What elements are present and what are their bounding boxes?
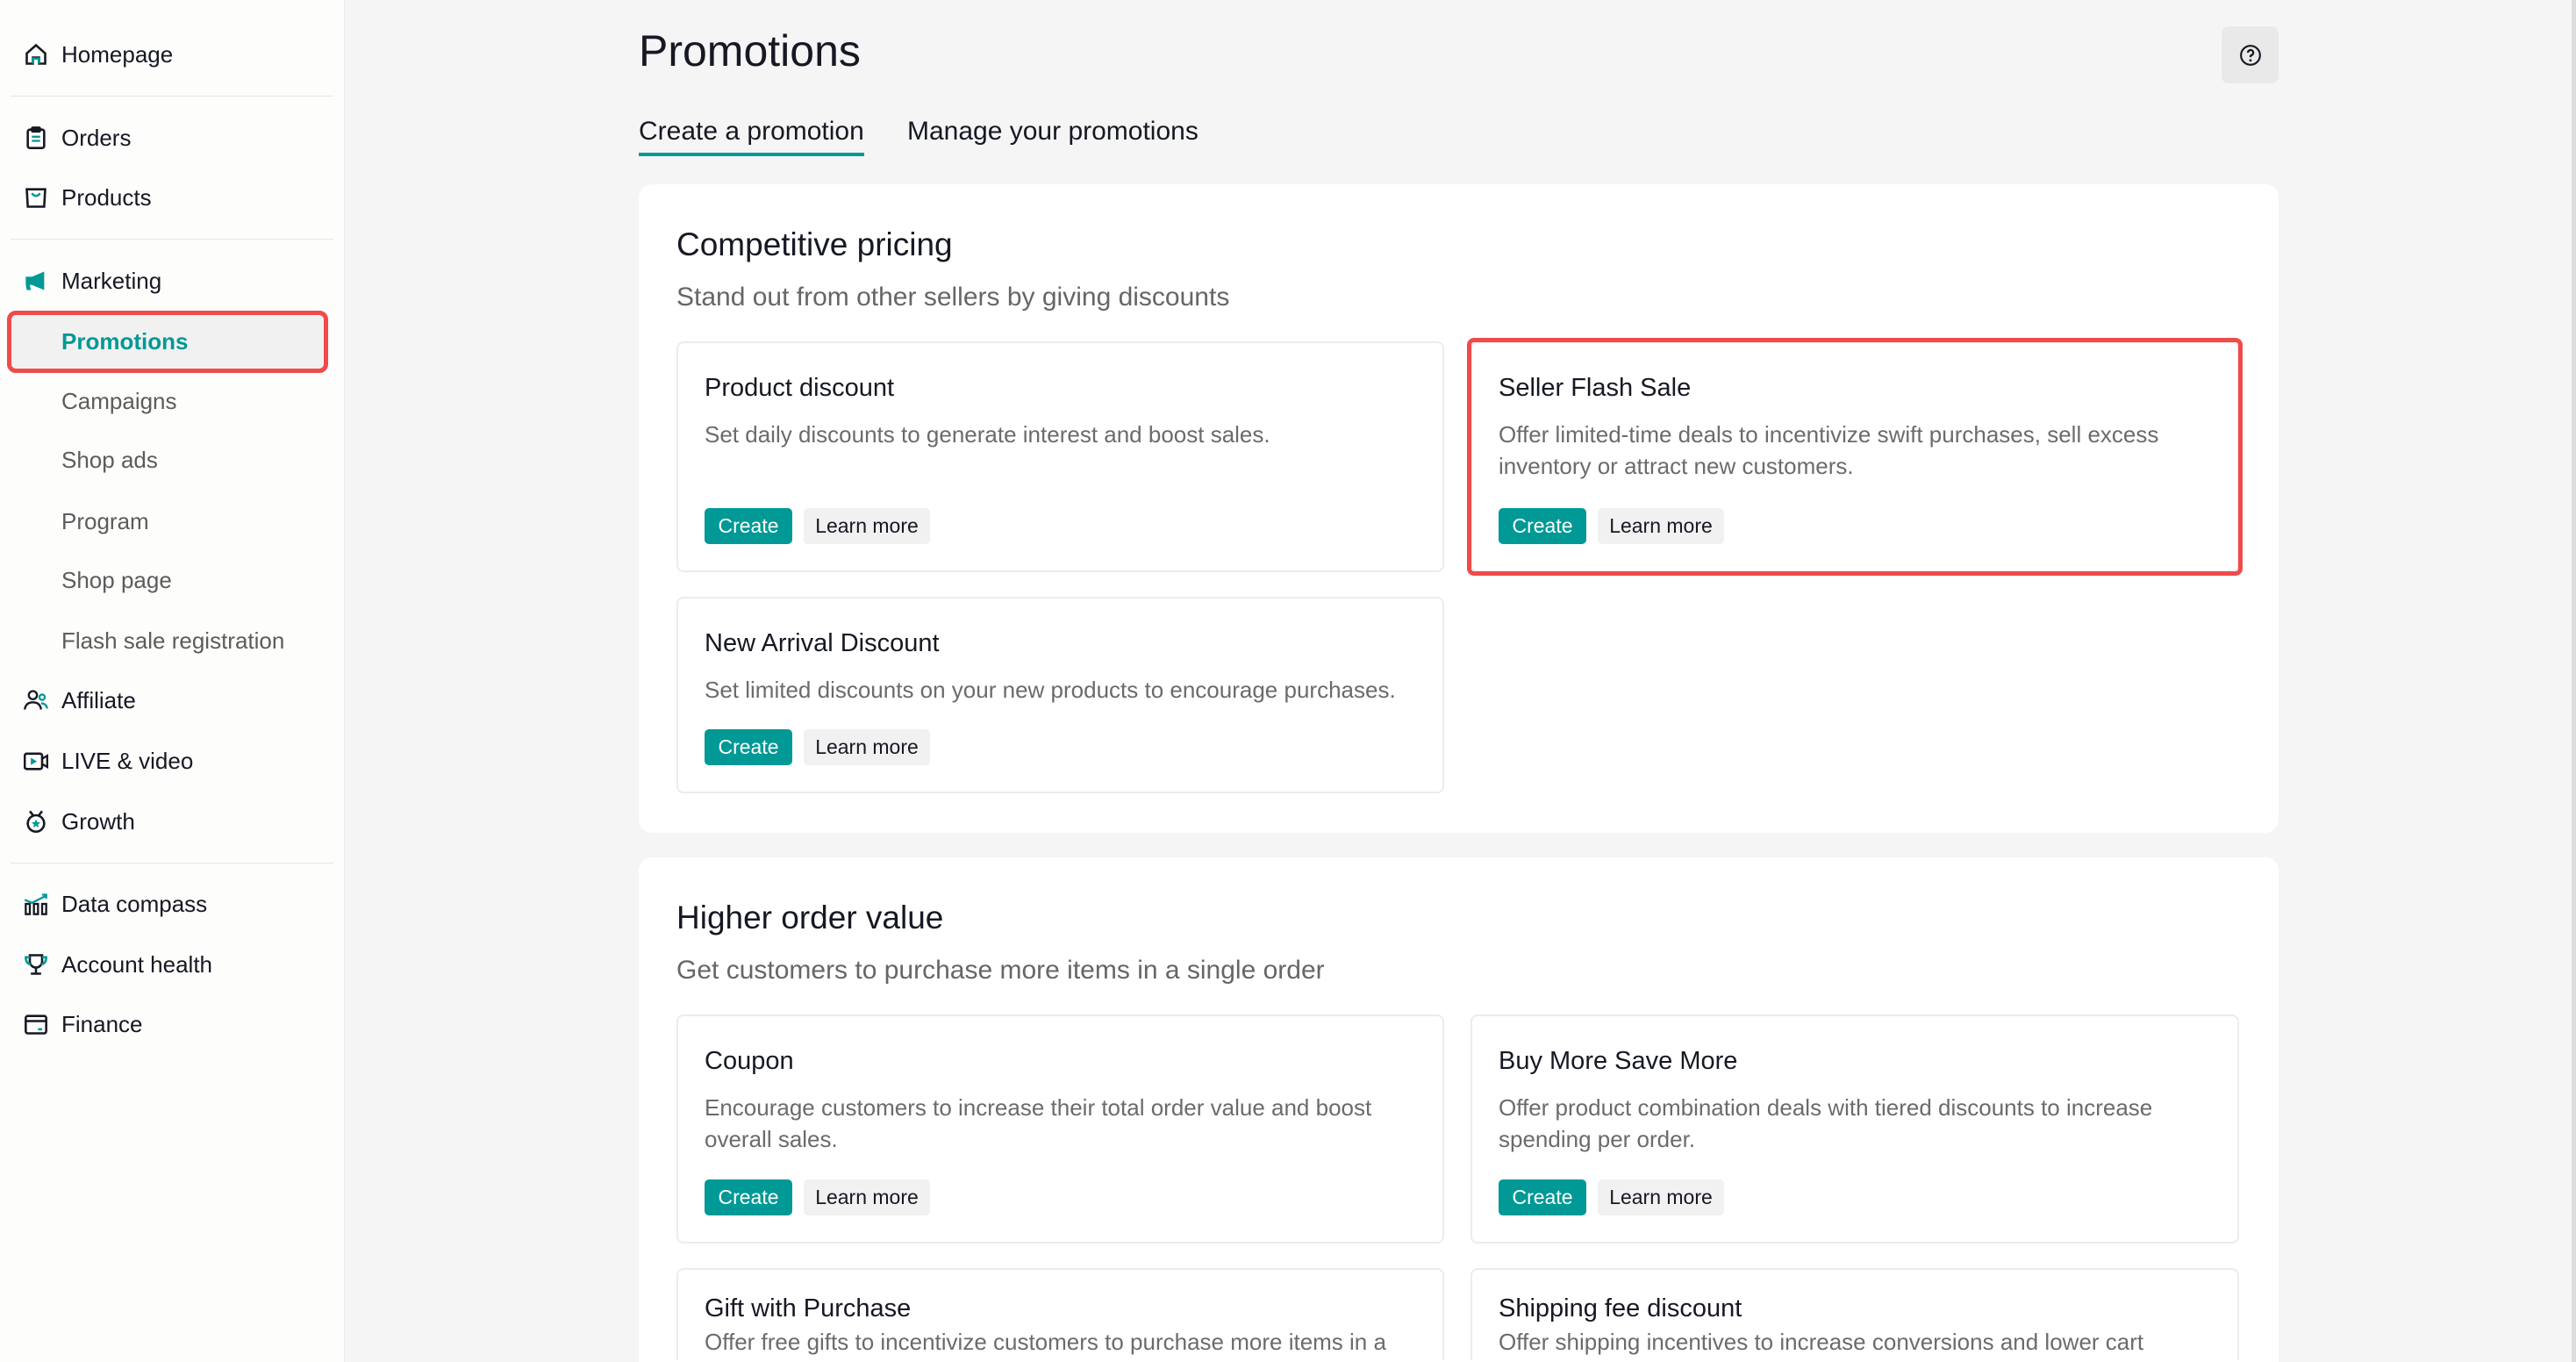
section-competitive-pricing: Competitive pricing Stand out from other… <box>639 184 2279 833</box>
tab-manage-your-promotions[interactable]: Manage your promotions <box>907 117 1199 146</box>
sidebar: Homepage Orders Products Marketing Promotion… <box>0 0 345 1362</box>
sidebar-item-label: Flash sale registration <box>61 627 285 654</box>
promo-tile-product-discount: Product discount Set daily discounts to g… <box>676 341 1444 572</box>
promo-tile-shipping-fee-discount: Shipping fee discount Offer shipping ince… <box>1470 1268 2239 1360</box>
sidebar-item-shop-page[interactable]: Shop page <box>0 554 345 606</box>
section-title: Competitive pricing <box>676 226 953 262</box>
create-button[interactable]: Create <box>1499 1179 1586 1215</box>
tile-title: Gift with Purchase <box>705 1294 912 1323</box>
tile-description: Encourage customers to increase their to… <box>705 1094 1372 1152</box>
help-circle-icon <box>2239 44 2261 66</box>
create-button[interactable]: Create <box>705 508 792 544</box>
learn-more-button[interactable]: Learn more <box>804 729 930 765</box>
page-title: Promotions <box>639 26 861 75</box>
sidebar-item-label: LIVE & video <box>61 747 194 774</box>
sidebar-item-label: Finance <box>61 1010 143 1037</box>
sidebar-item-label: Growth <box>61 807 135 835</box>
sidebar-item-affiliate[interactable]: Affiliate <box>0 674 345 727</box>
sidebar-divider <box>11 863 333 864</box>
create-button[interactable]: Create <box>1499 508 1586 544</box>
sidebar-item-account-health[interactable]: Account health <box>0 938 345 991</box>
sidebar-divider <box>11 96 333 97</box>
section-higher-order-value: Higher order value Get customers to purc… <box>639 857 2279 1362</box>
sidebar-item-label: Orders <box>61 124 132 151</box>
sidebar-item-label: Account health <box>61 950 213 978</box>
sidebar-item-label: Affiliate <box>61 686 136 713</box>
people-icon <box>23 687 49 713</box>
learn-more-button[interactable]: Learn more <box>804 508 930 544</box>
tile-title: New Arrival Discount <box>705 629 940 657</box>
sidebar-item-label: Campaigns <box>61 387 177 414</box>
tab-create-a-promotion[interactable]: Create a promotion <box>639 114 864 156</box>
sidebar-item-label: Shop page <box>61 566 172 593</box>
bar-chart-icon <box>23 891 49 917</box>
active-highlight <box>7 311 328 373</box>
section-subtitle: Stand out from other sellers by giving d… <box>676 283 1230 312</box>
learn-more-button[interactable]: Learn more <box>1598 508 1724 544</box>
sidebar-item-label: Data compass <box>61 890 208 917</box>
promo-tile-buy-more-save-more: Buy More Save More Offer product combinat… <box>1470 1014 2239 1244</box>
create-button[interactable]: Create <box>705 1179 792 1215</box>
sidebar-item-products[interactable]: Products <box>0 171 345 224</box>
section-subtitle: Get customers to purchase more items in … <box>676 956 1325 985</box>
sidebar-item-finance[interactable]: Finance <box>0 998 345 1050</box>
sidebar-item-homepage[interactable]: Homepage <box>0 28 345 81</box>
sidebar-item-data-compass[interactable]: Data compass <box>0 878 345 930</box>
clipboard-icon <box>23 125 49 151</box>
sidebar-item-flash-sale-registration[interactable]: Flash sale registration <box>0 614 345 667</box>
sidebar-divider <box>11 239 333 240</box>
trophy-icon <box>23 951 49 978</box>
card-icon <box>23 1011 49 1037</box>
video-camera-icon <box>23 748 49 774</box>
home-icon <box>23 41 49 68</box>
sidebar-item-shop-ads[interactable]: Shop ads <box>0 434 345 486</box>
megaphone-icon <box>23 268 49 294</box>
sidebar-item-program[interactable]: Program <box>0 495 345 548</box>
tile-description: Offer product combination deals with tie… <box>1499 1094 2153 1152</box>
sidebar-item-label: Shop ads <box>61 446 158 473</box>
tile-title: Coupon <box>705 1047 794 1075</box>
learn-more-button[interactable]: Learn more <box>1598 1179 1724 1215</box>
sidebar-item-label: Program <box>61 507 149 534</box>
promo-tile-new-arrival-discount: New Arrival Discount Set limited discount… <box>676 597 1444 793</box>
tile-description: Offer limited-time deals to incentivize … <box>1499 421 2159 479</box>
tile-description: Offer free gifts to incentivize customer… <box>705 1329 1386 1355</box>
promo-tile-gift-with-purchase: Gift with Purchase Offer free gifts to in… <box>676 1268 1444 1360</box>
sidebar-item-label: Marketing <box>61 267 162 294</box>
tile-title: Product discount <box>705 374 895 402</box>
tile-title: Buy More Save More <box>1499 1047 1738 1075</box>
tile-title: Seller Flash Sale <box>1499 374 1692 402</box>
tile-description: Set limited discounts on your new produc… <box>705 677 1396 703</box>
help-button[interactable] <box>2222 26 2279 83</box>
sidebar-item-orders[interactable]: Orders <box>0 111 345 164</box>
tile-description: Set daily discounts to generate interest… <box>705 421 1270 448</box>
create-button[interactable]: Create <box>705 729 792 765</box>
sidebar-item-label: Homepage <box>61 40 174 68</box>
sidebar-item-growth[interactable]: Growth <box>0 795 345 848</box>
sidebar-item-promotions[interactable]: Promotions <box>0 315 345 368</box>
tile-description: Offer shipping incentives to increase co… <box>1499 1329 2144 1355</box>
sidebar-item-live-video[interactable]: LIVE & video <box>0 735 345 787</box>
tile-title: Shipping fee discount <box>1499 1294 1742 1323</box>
promo-tile-seller-flash-sale: Seller Flash Sale Offer limited-time deal… <box>1467 338 2243 576</box>
medal-icon <box>23 808 49 835</box>
section-title: Higher order value <box>676 900 944 935</box>
sidebar-item-label: Promotions <box>61 327 189 355</box>
sidebar-item-label: Products <box>61 183 152 211</box>
shopping-bag-icon <box>23 184 49 211</box>
learn-more-button[interactable]: Learn more <box>804 1179 930 1215</box>
sidebar-item-marketing[interactable]: Marketing <box>0 254 345 307</box>
promo-tile-coupon: Coupon Encourage customers to increase th… <box>676 1014 1444 1244</box>
sidebar-item-campaigns[interactable]: Campaigns <box>0 375 345 427</box>
scrollbar[interactable] <box>2572 0 2576 1362</box>
